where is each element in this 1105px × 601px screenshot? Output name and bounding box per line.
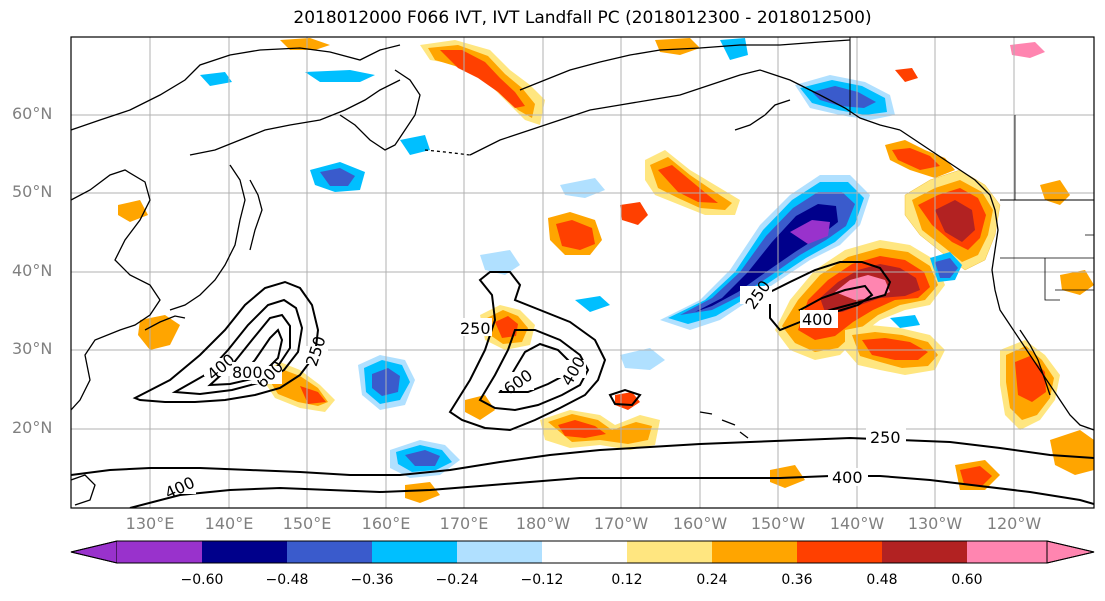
lon-label-150w: 150°W [750,514,806,533]
colorbar-extend-low [70,540,118,564]
colorbar-tick: 0.48 [866,572,898,588]
map-frame [70,36,1095,509]
colorbar-swatch [712,541,797,563]
lat-label-50n: 50°N [12,182,53,201]
colorbar-swatch [202,541,287,563]
colorbar-swatch [797,541,882,563]
colorbar-swatch [627,541,712,563]
ivt-fill-layer [71,37,1094,508]
colorbar-tick: 0.60 [951,572,983,588]
contour-label: 250 [460,319,491,338]
lon-label-180w: 180°W [515,514,571,533]
colorbar [70,540,1095,564]
contour-label: 400 [802,310,833,329]
lat-label-30n: 30°N [12,339,53,358]
lon-label-120w: 120°W [986,514,1042,533]
colorbar-swatch [287,541,372,563]
lat-label-40n: 40°N [12,261,53,280]
colorbar-tick: −0.24 [435,572,479,588]
cool-anomaly-regions [200,38,962,478]
contour-label: 250 [870,428,901,447]
colorbar-swatch [457,541,542,563]
lon-label-130w: 130°W [907,514,963,533]
colorbar-tick: −0.12 [520,572,564,588]
lon-label-130e: 130°E [125,514,175,533]
colorbar-tick: −0.60 [180,572,224,588]
lon-label-170w: 170°W [593,514,649,533]
colorbar-extend-high [1046,540,1095,564]
colorbar-tick: 0.12 [611,572,643,588]
colorbar-tick: −0.36 [350,572,394,588]
colorbar-swatch [372,541,457,563]
lon-label-140w: 140°W [829,514,885,533]
lon-label-170e: 170°E [439,514,489,533]
colorbar-swatch [967,541,1047,563]
contour-label: 600 [500,366,536,399]
lon-label-160e: 160°E [361,514,411,533]
colorbar-swatch [542,541,627,563]
contour-label: 800 [232,363,263,382]
colorbar-tick: 0.24 [696,572,728,588]
gridlines [71,37,1094,508]
colorbar-tick: −0.48 [265,572,309,588]
lat-label-20n: 20°N [12,418,53,437]
lon-label-160w: 160°W [672,514,728,533]
lon-label-150e: 150°E [282,514,332,533]
contour-label: 400 [832,468,863,487]
colorbar-swatch [882,541,967,563]
colorbar-swatch [117,541,202,563]
lat-label-60n: 60°N [12,104,53,123]
coastlines [71,37,1094,506]
lon-label-140e: 140°E [204,514,254,533]
map-title: 2018012000 F066 IVT, IVT Landfall PC (20… [293,8,872,28]
colorbar-tick: 0.36 [781,572,813,588]
